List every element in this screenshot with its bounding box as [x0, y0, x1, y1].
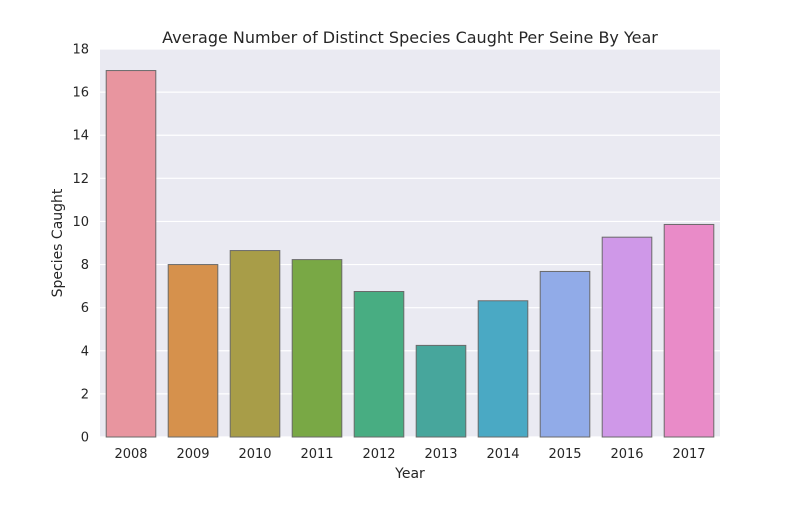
x-tick-label: 2017	[672, 447, 705, 462]
bar-2008	[105, 70, 157, 438]
x-tick-label: 2008	[114, 447, 147, 462]
x-tick-label: 2013	[424, 447, 457, 462]
x-tick-label: 2016	[610, 447, 643, 462]
y-tick-label: 16	[72, 86, 89, 101]
bar-2012	[353, 291, 405, 438]
chart-title: Average Number of Distinct Species Caugh…	[162, 28, 658, 47]
y-tick-labels: 0 2 4 6 8 10 12 14 16 18	[72, 43, 89, 446]
x-tick-label: 2015	[548, 447, 581, 462]
y-tick-label: 12	[72, 172, 89, 187]
bar-2017	[663, 223, 715, 438]
y-tick-label: 14	[72, 129, 89, 144]
bar-2014	[477, 300, 529, 438]
x-tick-label: 2010	[238, 447, 271, 462]
bar-2015	[539, 270, 591, 438]
y-tick-label: 4	[81, 344, 89, 359]
x-axis-label: Year	[394, 466, 425, 482]
bar-2010	[229, 250, 281, 438]
x-tick-label: 2012	[362, 447, 395, 462]
x-tick-label: 2014	[486, 447, 519, 462]
bar-2009	[167, 264, 219, 438]
bar-2016	[601, 236, 653, 438]
x-tick-labels: 2008 2009 2010 2011 2012 2013 2014 2015 2016 2017	[114, 447, 705, 462]
y-axis-label: Species Caught	[50, 188, 66, 297]
bar-2013	[415, 344, 467, 438]
y-tick-label: 6	[81, 301, 89, 316]
bar-2011	[291, 259, 343, 438]
bars	[105, 70, 715, 438]
y-tick-label: 8	[81, 258, 89, 273]
x-tick-label: 2009	[176, 447, 209, 462]
x-tick-label: 2011	[300, 447, 333, 462]
y-tick-label: 10	[72, 215, 89, 230]
y-tick-label: 18	[72, 43, 89, 58]
y-tick-label: 2	[81, 387, 89, 402]
y-tick-label: 0	[81, 431, 89, 446]
